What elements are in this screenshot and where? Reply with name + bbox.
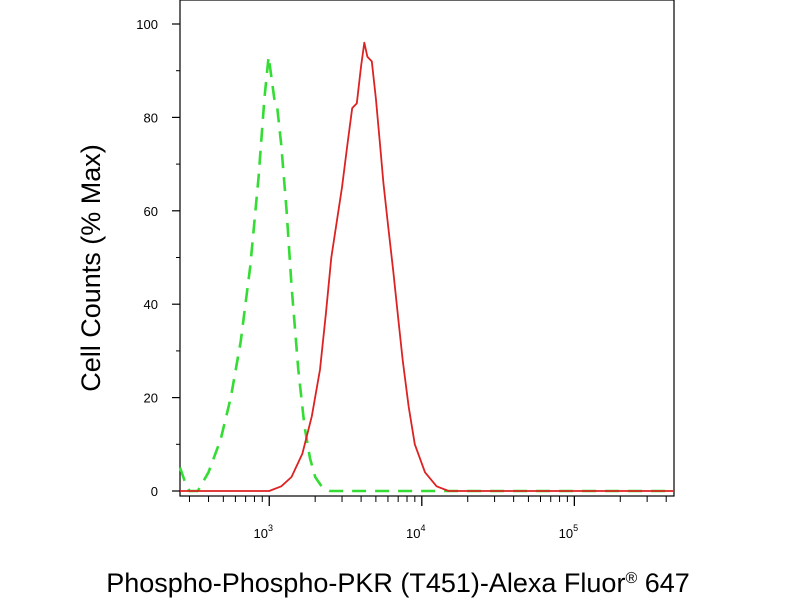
x-axis: 103 104 105 xyxy=(188,496,667,541)
y-tick-label-100: 100 xyxy=(136,17,158,32)
y-tick-label-40: 40 xyxy=(144,297,158,312)
x-axis-title-main: Phospho-Phospho-PKR (T451)-Alexa Fluor xyxy=(106,568,625,598)
control-histogram-line xyxy=(178,55,674,493)
x-axis-title: Phospho-Phospho-PKR (T451)-Alexa Fluor® … xyxy=(106,568,690,598)
x-tick-label-10-5: 105 xyxy=(559,523,578,541)
y-tick-label-20: 20 xyxy=(144,391,158,406)
x-tick-label-10-4: 104 xyxy=(406,523,425,541)
y-tick-label-60: 60 xyxy=(144,204,158,219)
x-tick-label-10-3: 103 xyxy=(254,523,273,541)
sample-histogram-line xyxy=(180,41,674,492)
plot-area xyxy=(179,0,675,497)
y-tick-label-0: 0 xyxy=(151,484,158,499)
y-axis: 0 20 40 60 80 100 xyxy=(136,17,180,499)
x-axis-title-tail: 647 xyxy=(637,568,690,598)
series-layer xyxy=(178,41,674,493)
y-axis-title: Cell Counts (% Max) xyxy=(76,144,106,392)
x-axis-title-registered-mark: ® xyxy=(625,570,637,587)
plot-frame xyxy=(179,0,675,497)
y-tick-label-80: 80 xyxy=(144,110,158,125)
